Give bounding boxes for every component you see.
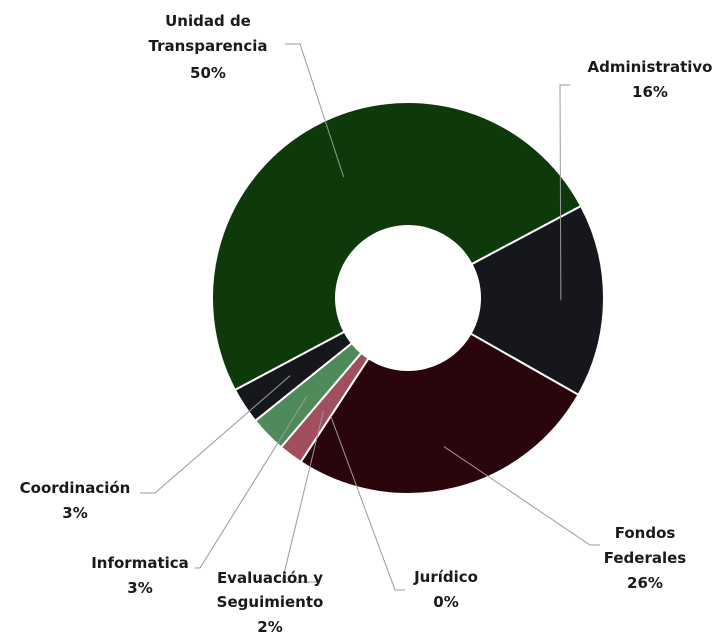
- slice-value-informatica: 3%: [127, 579, 152, 597]
- slice-label-evaluacion-line1: Evaluación y: [217, 569, 323, 587]
- slice-label-coordinacion: Coordinación: [20, 479, 131, 497]
- slice-value-juridico: 0%: [433, 593, 458, 611]
- leader-line-3: [330, 415, 405, 591]
- slice-value-coordinacion: 3%: [62, 504, 87, 522]
- slice-1: [469, 204, 605, 397]
- slice-label-juridico: Jurídico: [413, 568, 478, 586]
- slice-label-evaluacion-line2: Seguimiento: [217, 593, 324, 611]
- slice-label-informatica: Informatica: [91, 554, 189, 572]
- leader-lines-group: [140, 43, 600, 591]
- leader-line-1: [559, 84, 570, 301]
- slice-value-administrativo: 16%: [632, 83, 668, 101]
- slice-value-evaluacion: 2%: [257, 618, 282, 636]
- leader-line-5: [195, 396, 308, 569]
- leader-line-6: [140, 375, 291, 494]
- slice-0: [211, 101, 583, 392]
- leader-line-4: [281, 410, 324, 583]
- slices-group: [211, 101, 605, 495]
- leader-line-2: [443, 446, 600, 546]
- slice-label-unidad-de-transparencia-line1: Unidad de: [165, 12, 251, 30]
- slice-label-administrativo: Administrativo: [588, 58, 713, 76]
- slice-value-fondos-federales: 26%: [627, 574, 663, 592]
- slice-label-fondos-federales-line1: Fondos: [615, 524, 676, 542]
- slice-label-fondos-federales-line2: Federales: [604, 549, 687, 567]
- slice-2: [299, 332, 580, 495]
- leader-line-0: [285, 43, 345, 178]
- slice-value-unidad-de-transparencia: 50%: [190, 64, 226, 82]
- slice-label-unidad-de-transparencia-line2: Transparencia: [149, 37, 268, 55]
